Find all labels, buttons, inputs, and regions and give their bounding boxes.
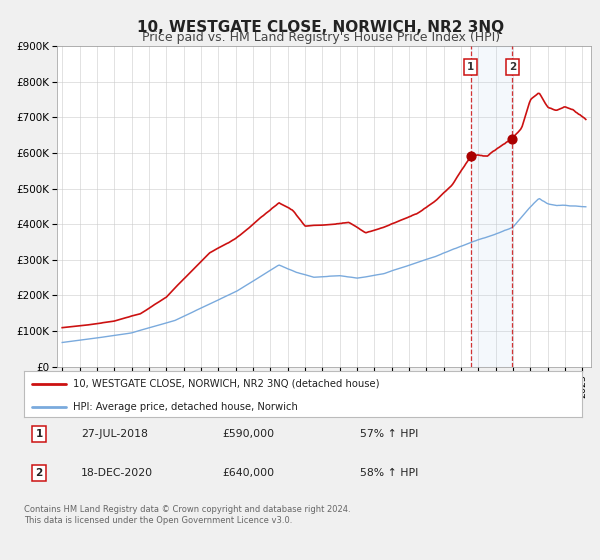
Text: HPI: Average price, detached house, Norwich: HPI: Average price, detached house, Norw… bbox=[73, 402, 298, 412]
Text: 2: 2 bbox=[35, 468, 43, 478]
Text: 1: 1 bbox=[35, 429, 43, 439]
Bar bbox=[471, 46, 512, 367]
Text: 18-DEC-2020: 18-DEC-2020 bbox=[81, 468, 153, 478]
Text: 27-JUL-2018: 27-JUL-2018 bbox=[81, 429, 148, 439]
Text: Contains HM Land Registry data © Crown copyright and database right 2024.
This d: Contains HM Land Registry data © Crown c… bbox=[24, 505, 350, 525]
Text: 2: 2 bbox=[509, 62, 516, 72]
Text: £640,000: £640,000 bbox=[222, 468, 274, 478]
Text: £590,000: £590,000 bbox=[222, 429, 274, 439]
Text: 58% ↑ HPI: 58% ↑ HPI bbox=[360, 468, 418, 478]
Point bbox=[466, 152, 476, 161]
Point bbox=[508, 134, 517, 143]
Text: 10, WESTGATE CLOSE, NORWICH, NR2 3NQ (detached house): 10, WESTGATE CLOSE, NORWICH, NR2 3NQ (de… bbox=[73, 379, 380, 389]
Text: Price paid vs. HM Land Registry's House Price Index (HPI): Price paid vs. HM Land Registry's House … bbox=[142, 31, 500, 44]
Text: 1: 1 bbox=[467, 62, 475, 72]
Text: 10, WESTGATE CLOSE, NORWICH, NR2 3NQ: 10, WESTGATE CLOSE, NORWICH, NR2 3NQ bbox=[137, 20, 505, 35]
Text: 57% ↑ HPI: 57% ↑ HPI bbox=[360, 429, 418, 439]
